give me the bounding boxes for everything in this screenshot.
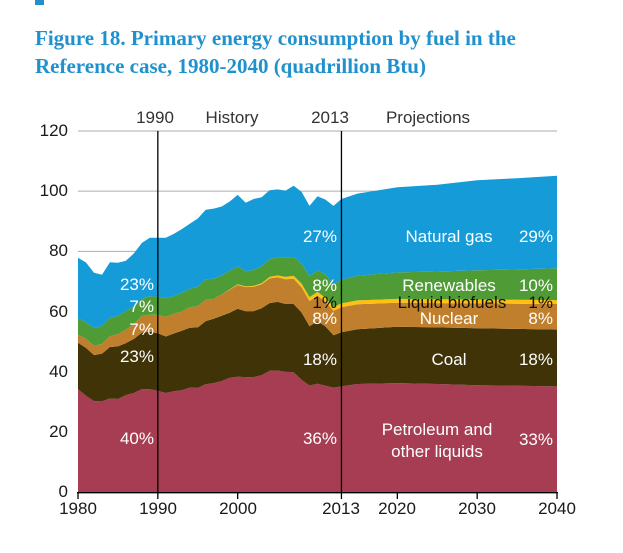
share-renewables-2013: 8% <box>312 276 337 295</box>
series-label-natural-gas: Natural gas <box>405 227 493 246</box>
y-tick-60: 60 <box>49 302 68 321</box>
header-history-year: 1990 <box>136 108 174 127</box>
y-tick-80: 80 <box>49 241 68 260</box>
x-tick-2040: 2040 <box>538 499 576 518</box>
share-coal-2013: 18% <box>302 350 337 369</box>
share-liquid-biofuels-2013: 1% <box>312 293 337 312</box>
share-natural-gas-2013: 27% <box>302 227 337 246</box>
series-label-nuclear: Nuclear <box>419 309 479 328</box>
y-tick-20: 20 <box>49 422 68 441</box>
x-tick-2030: 2030 <box>458 499 496 518</box>
share-nuclear-2040: 8% <box>528 309 553 328</box>
series-label-petroleum-line1: Petroleum and <box>381 420 493 439</box>
x-tick-2000: 2000 <box>219 499 257 518</box>
x-tick-2013: 2013 <box>322 499 360 518</box>
share-coal-1990: 23% <box>119 347 154 366</box>
share-petroleum-2040: 33% <box>518 430 553 449</box>
header-projection-year: 2013 <box>311 108 349 127</box>
series-label-liquid-biofuels: Liquid biofuels <box>397 293 507 312</box>
share-nuclear-2013: 8% <box>312 309 337 328</box>
series-label-renewables: Renewables <box>402 276 496 295</box>
figure-title: Figure 18. Primary energy consumption by… <box>35 24 516 80</box>
share-coal-2040: 18% <box>518 350 553 369</box>
x-tick-1990: 1990 <box>139 499 177 518</box>
share-natural-gas-2040: 29% <box>518 227 553 246</box>
series-label-petroleum: Petroleum and other liquids <box>382 419 493 463</box>
figure-title-line2: Reference case, 1980-2040 (quadrillion B… <box>35 54 426 78</box>
share-liquid-biofuels-2040: 1% <box>528 293 553 312</box>
y-tick-100: 100 <box>39 181 68 200</box>
share-natural-gas-1990: 23% <box>119 275 154 294</box>
series-label-coal: Coal <box>431 350 467 369</box>
page-fragment-decoration <box>35 0 44 5</box>
series-label-petroleum-line2: other liquids <box>391 442 483 461</box>
x-tick-2020: 2020 <box>378 499 416 518</box>
y-tick-120: 120 <box>39 121 68 140</box>
figure-title-line1: Figure 18. Primary energy consumption by… <box>35 26 516 50</box>
y-tick-0: 0 <box>58 482 68 501</box>
share-renewables-2040: 10% <box>518 276 553 295</box>
header-projections-label: Projections <box>385 108 471 127</box>
x-tick-1980: 1980 <box>59 499 97 518</box>
header-history-label: History <box>205 108 259 127</box>
share-petroleum-1990: 40% <box>119 429 154 448</box>
share-renewables-1990: 7% <box>129 297 154 316</box>
share-nuclear-1990: 7% <box>129 320 154 339</box>
y-tick-40: 40 <box>49 362 68 381</box>
share-petroleum-2013: 36% <box>302 429 337 448</box>
